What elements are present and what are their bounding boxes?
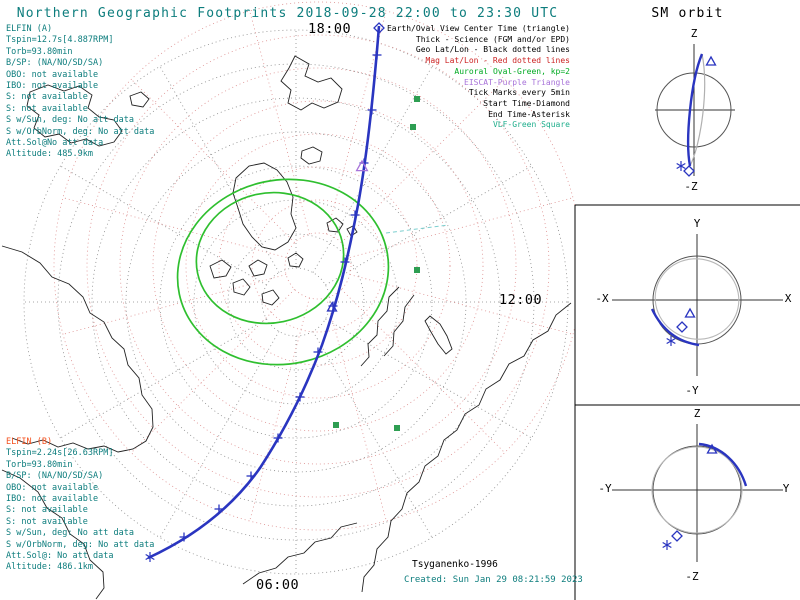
info-line: Torb=93.80min [6, 459, 73, 470]
sm2-axis-label-left: -X [595, 292, 609, 305]
elfin-a-info-block: ELFIN (A) Tspin=12.7s[4.887RPM] Torb=93.80… [6, 24, 154, 161]
mlt-label-top: 18:00 [308, 21, 352, 37]
info-line: Att.Sol@No att data [6, 138, 104, 149]
legend-line: Earth/Oval View Center Time (triangle) [386, 24, 570, 33]
legend-line: VLF-Green Square [492, 120, 570, 130]
legend-line: Tick Marks every 5min [468, 88, 570, 98]
info-line: OBO: not available [6, 69, 99, 80]
sm-orbit-title: SM orbit [651, 6, 724, 21]
mlt-label-right: 12:00 [499, 292, 543, 308]
legend-line: EISCAT-Purple Triangle [464, 77, 570, 87]
info-line: S w/Sun, deg: No att data [6, 115, 134, 126]
elfin-b-info-block: ELFIN (B) Tspin=2.24s[26.63RPM] Torb=93.80… [6, 437, 154, 574]
sm1-axis-label-top: Z [690, 27, 698, 40]
info-line: Tspin=12.7s[4.887RPM] [6, 35, 114, 46]
legend-line: Geo Lat/Lon - Black dotted lines [415, 45, 570, 55]
satellite-name: ELFIN (A) [6, 24, 53, 34]
sm3-axis-label-left: -Y [598, 482, 612, 495]
sm3-axis-label-bottom: -Z [685, 570, 699, 583]
info-line: S w/OrbNorm, deg: No att data [6, 126, 155, 137]
info-line: S: not available [6, 92, 88, 103]
info-line: B/SP: (NA/NO/SD/SA) [6, 471, 104, 482]
info-line: IBO: not available [6, 494, 99, 505]
field-model-label: Tsyganenko-1996 [412, 559, 498, 570]
legend-line: Thick - Science (FGM and/or EPD) [415, 34, 570, 44]
sm3-axis-label-right: Y [782, 482, 790, 495]
legend-line: End Time-Asterisk [488, 109, 570, 119]
info-line: Att.Sol@: No att data [6, 551, 114, 562]
sm2-axis-label-top: Y [693, 217, 701, 230]
legend-line: Start Time-Diamond [483, 98, 570, 108]
legend: Earth/Oval View Center Time (triangle) Th… [387, 24, 570, 131]
info-line: Altitude: 485.9km [6, 149, 93, 160]
info-line: B/SP: (NA/NO/SD/SA) [6, 58, 104, 69]
info-line: Altitude: 486.1km [6, 562, 93, 573]
info-line: S: not available [6, 103, 88, 114]
satellite-name: ELFIN (B) [6, 437, 53, 447]
info-line: Torb=93.80min [6, 46, 73, 57]
sm1-axis-label-bottom: -Z [684, 180, 698, 193]
sm3-axis-label-top: Z [693, 407, 701, 420]
mlt-label-bottom: 06:00 [256, 577, 300, 593]
created-timestamp: Created: Sun Jan 29 08:21:59 2023 [404, 575, 583, 585]
info-line: OBO: not available [6, 482, 99, 493]
info-line: Tspin=2.24s[26.63RPM] [6, 448, 114, 459]
legend-line: Auroral Oval-Green, kp=2 [454, 66, 570, 76]
info-line: S w/OrbNorm, deg: No att data [6, 539, 155, 550]
info-line: S w/Sun, deg: No att data [6, 528, 134, 539]
page-title: Northern Geographic Footprints 2018-09-2… [16, 6, 559, 21]
info-line: S: not available [6, 516, 88, 527]
info-line: S: not available [6, 505, 88, 516]
legend-line: Mag Lat/Lon - Red dotted lines [425, 56, 571, 66]
sm2-axis-label-bottom: -Y [685, 384, 699, 397]
info-line: IBO: not available [6, 81, 99, 92]
sm2-axis-label-right: X [784, 292, 792, 305]
